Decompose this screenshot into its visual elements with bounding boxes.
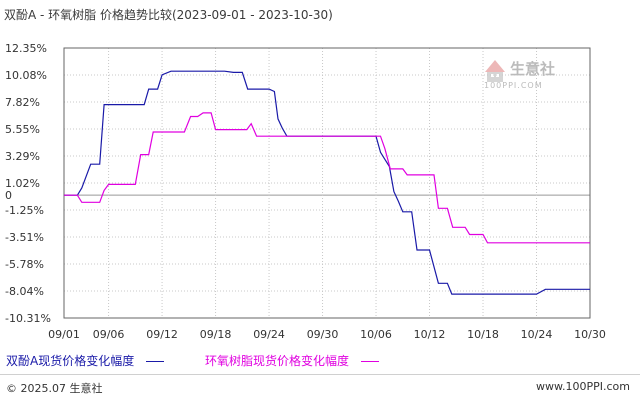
watermark-logo — [485, 60, 505, 82]
y-tick-label: -3.51% — [5, 231, 44, 244]
plot-frame — [63, 47, 591, 319]
y-tick-label: 7.82% — [5, 96, 40, 109]
y-tick-label: -5.78% — [5, 258, 44, 271]
x-tick-label: 09/01 — [48, 328, 80, 341]
x-tick-label: 09/24 — [253, 328, 285, 341]
x-tick-label: 10/30 — [574, 328, 606, 341]
x-tick-label: 09/30 — [307, 328, 339, 341]
x-tick-label: 10/12 — [414, 328, 446, 341]
y-tick-label: 10.08% — [5, 69, 47, 82]
legend-series1-swatch — [146, 361, 165, 362]
y-tick-label: 3.29% — [5, 150, 40, 163]
footer-copyright: © 2025.07 生意社 — [6, 382, 103, 395]
footer-site-link[interactable]: www.100PPI.com — [536, 380, 630, 393]
legend-series1-label: 双酚A现货价格变化幅度 — [6, 354, 135, 368]
legend-series2: 环氧树脂现货价格变化幅度 — [205, 352, 379, 369]
legend-series2-swatch — [360, 361, 379, 362]
series-line-epoxy — [64, 112, 590, 244]
y-tick-label: 12.35% — [5, 42, 47, 55]
x-tick-label: 10/24 — [521, 328, 553, 341]
y-tick-label: -8.04% — [5, 285, 44, 298]
footer-divider — [0, 374, 640, 375]
chart-title: 双酚A - 环氧树脂 价格趋势比较(2023-09-01 - 2023-10-3… — [4, 8, 333, 22]
x-tick-label: 09/18 — [200, 328, 232, 341]
x-tick-label: 10/18 — [467, 328, 499, 341]
x-tick-label: 09/06 — [93, 328, 125, 341]
series-line-bpa — [64, 70, 590, 295]
watermark-name: 生意社 — [510, 60, 556, 78]
y-tick-label: -10.31% — [5, 312, 51, 325]
x-tick-label: 10/06 — [360, 328, 392, 341]
legend-series1: 双酚A现货价格变化幅度 — [6, 352, 165, 369]
y-tick-label: 0 — [5, 189, 12, 202]
watermark-url: 100PPI.COM — [484, 81, 543, 90]
y-tick-label: -1.25% — [5, 204, 44, 217]
x-tick-label: 09/12 — [146, 328, 178, 341]
y-tick-label: 5.55% — [5, 123, 40, 136]
y-tick-label: 1.02% — [5, 177, 40, 190]
legend-series2-label: 环氧树脂现货价格变化幅度 — [205, 354, 350, 368]
